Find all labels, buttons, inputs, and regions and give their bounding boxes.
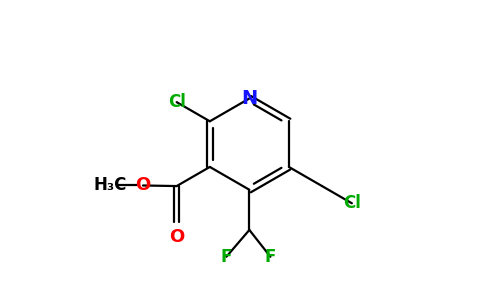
Text: O: O [136,176,151,194]
Text: Cl: Cl [168,93,186,111]
Text: F: F [265,248,276,266]
Text: Cl: Cl [343,194,361,212]
Text: O: O [169,228,184,246]
Text: F: F [221,248,232,266]
Text: N: N [241,89,257,108]
Text: H₃C: H₃C [94,176,127,194]
